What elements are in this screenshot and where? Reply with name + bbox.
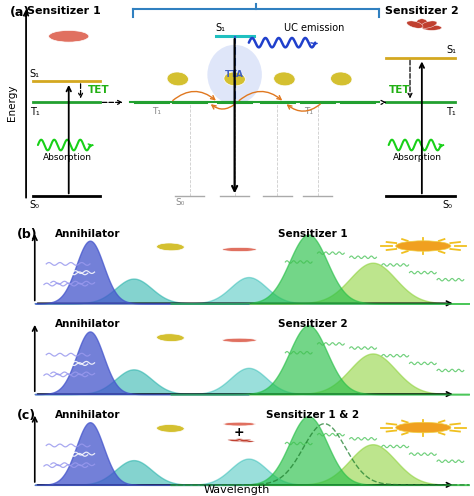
Text: S₁: S₁ — [216, 23, 226, 33]
Text: (a): (a) — [9, 6, 30, 19]
Circle shape — [396, 241, 451, 251]
Circle shape — [396, 422, 451, 433]
Text: S₁: S₁ — [446, 46, 456, 56]
Ellipse shape — [156, 243, 184, 251]
Text: (b): (b) — [17, 228, 37, 241]
Ellipse shape — [223, 422, 255, 426]
Ellipse shape — [235, 438, 244, 441]
Text: S₀: S₀ — [30, 200, 40, 210]
Ellipse shape — [224, 72, 246, 86]
Text: (c): (c) — [17, 409, 36, 422]
Text: Annihilator: Annihilator — [55, 319, 120, 329]
Text: T₁: T₁ — [152, 107, 161, 116]
Text: S₀: S₀ — [443, 200, 453, 210]
Text: Absorption: Absorption — [393, 153, 442, 162]
Ellipse shape — [156, 425, 184, 433]
Text: S₁: S₁ — [30, 69, 40, 79]
Text: S₀: S₀ — [175, 198, 185, 207]
Text: UC emission: UC emission — [284, 23, 345, 33]
Text: TET: TET — [389, 85, 410, 95]
Text: Sensitizer 2: Sensitizer 2 — [385, 6, 459, 16]
Text: T₁: T₁ — [304, 107, 312, 116]
Text: Sensitizer 1 & 2: Sensitizer 1 & 2 — [266, 410, 359, 420]
Ellipse shape — [416, 19, 428, 28]
Text: Sensitizer 2: Sensitizer 2 — [278, 319, 348, 329]
Text: Wavelength: Wavelength — [204, 485, 270, 495]
Ellipse shape — [422, 25, 442, 30]
Ellipse shape — [330, 72, 352, 86]
Text: TET: TET — [88, 85, 109, 95]
Text: T₁: T₁ — [446, 107, 456, 117]
Ellipse shape — [421, 21, 437, 28]
Text: +: + — [234, 426, 245, 439]
Ellipse shape — [239, 440, 255, 442]
Text: Sensitizer 1: Sensitizer 1 — [27, 6, 101, 16]
Text: T₁: T₁ — [30, 107, 40, 117]
Text: Energy: Energy — [7, 84, 17, 121]
Ellipse shape — [273, 72, 295, 86]
Ellipse shape — [48, 30, 89, 42]
Ellipse shape — [407, 21, 423, 28]
Ellipse shape — [222, 338, 256, 342]
Text: Annihilator: Annihilator — [55, 410, 120, 420]
Ellipse shape — [156, 334, 184, 342]
Ellipse shape — [222, 248, 256, 251]
Text: Absorption: Absorption — [43, 153, 91, 162]
Ellipse shape — [207, 45, 262, 105]
Text: TTA: TTA — [225, 70, 244, 79]
Ellipse shape — [228, 439, 240, 441]
Text: Annihilator: Annihilator — [217, 0, 295, 2]
Text: Sensitizer 1: Sensitizer 1 — [278, 229, 348, 239]
Text: Annihilator: Annihilator — [55, 229, 120, 239]
Ellipse shape — [238, 439, 251, 441]
Ellipse shape — [167, 72, 189, 86]
